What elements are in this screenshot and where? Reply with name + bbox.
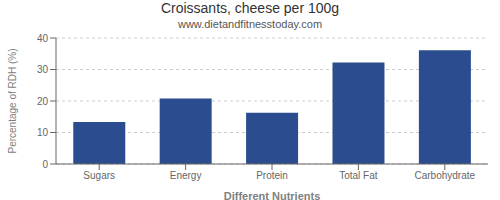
svg-text:Sugars: Sugars: [83, 170, 115, 181]
svg-text:20: 20: [37, 96, 49, 107]
svg-text:10: 10: [37, 127, 49, 138]
svg-text:Energy: Energy: [170, 170, 202, 181]
svg-text:30: 30: [37, 64, 49, 75]
svg-text:40: 40: [37, 33, 49, 44]
svg-text:Percentage of RDH (%): Percentage of RDH (%): [8, 48, 18, 153]
svg-text:Carbohydrate: Carbohydrate: [415, 170, 476, 181]
svg-text:Different Nutrients: Different Nutrients: [224, 190, 321, 200]
html-text:Croissants, cheese per 100g: Croissants, cheese per 100g: [160, 0, 340, 16]
svg-text:0: 0: [42, 159, 48, 170]
html-text:www.dietandfitnesstoday.com: www.dietandfitnesstoday.com: [178, 18, 322, 30]
svg-text:Total Fat: Total Fat: [339, 170, 378, 181]
svg-text:Protein: Protein: [256, 170, 288, 181]
